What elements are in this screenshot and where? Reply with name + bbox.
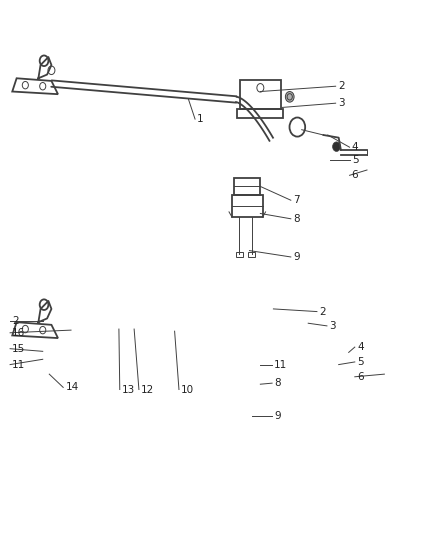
Text: 6: 6	[357, 372, 364, 382]
Text: 4: 4	[352, 142, 358, 152]
Bar	[248, 252, 255, 257]
Text: 13: 13	[122, 384, 135, 394]
Circle shape	[332, 142, 340, 151]
Text: 10: 10	[181, 384, 194, 394]
Text: 8: 8	[293, 214, 300, 224]
Text: 12: 12	[141, 384, 154, 394]
Text: 16: 16	[12, 328, 25, 338]
Text: 9: 9	[293, 252, 300, 262]
Text: 7: 7	[293, 195, 300, 205]
Text: 3: 3	[338, 98, 344, 108]
Text: 1: 1	[197, 114, 204, 124]
Text: 14: 14	[65, 382, 78, 392]
Text: 8: 8	[274, 378, 281, 388]
Text: 11: 11	[12, 360, 25, 369]
Text: 4: 4	[357, 342, 364, 352]
Bar	[237, 109, 283, 118]
Bar	[240, 79, 281, 109]
Text: 2: 2	[12, 316, 19, 326]
Text: 9: 9	[274, 411, 281, 421]
Text: 15: 15	[12, 344, 25, 354]
Text: 11: 11	[274, 360, 287, 369]
Text: 6: 6	[352, 171, 358, 180]
Bar	[234, 178, 260, 195]
Text: 2: 2	[338, 81, 344, 91]
Circle shape	[286, 92, 294, 102]
Text: 5: 5	[352, 156, 358, 165]
Bar	[236, 252, 243, 257]
Bar	[232, 195, 262, 217]
Text: 3: 3	[329, 321, 336, 331]
Text: 5: 5	[357, 357, 364, 367]
Text: 2: 2	[319, 306, 326, 317]
